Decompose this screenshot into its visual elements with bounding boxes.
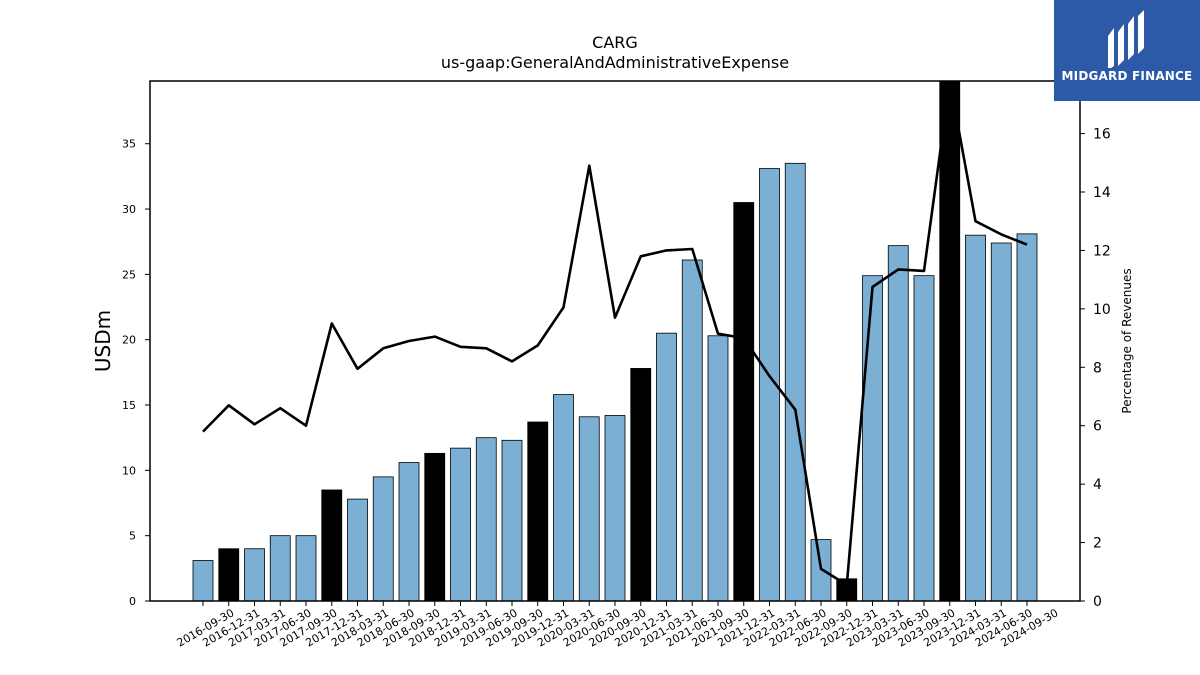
bar-2021-06-30 bbox=[681, 259, 703, 602]
logo-text: MIDGARD FINANCE bbox=[1061, 69, 1193, 83]
bar-2018-03-31 bbox=[347, 498, 368, 602]
y2-tick-label: 0 bbox=[1093, 594, 1102, 610]
bar-2022-06-30 bbox=[784, 162, 806, 602]
y2-tick-label: 8 bbox=[1093, 360, 1102, 376]
bar-2016-09-30 bbox=[192, 560, 214, 602]
line-group bbox=[202, 81, 1028, 587]
bar-2019-09-30 bbox=[501, 439, 523, 602]
bar-2017-12-31 bbox=[321, 489, 343, 602]
chart-subtitle: us-gaap:GeneralAndAdministrativeExpense bbox=[441, 53, 789, 72]
y-axis-right: 0 2 4 6 8 10 12 14 16 bbox=[1080, 127, 1111, 610]
bar-2023-06-30 bbox=[887, 245, 909, 602]
y2-axis-label: Percentage of Revenues bbox=[1120, 268, 1134, 413]
bar-2024-03-31 bbox=[965, 234, 986, 602]
y-tick-label: 15 bbox=[122, 399, 136, 412]
bar-2020-06-30 bbox=[578, 416, 600, 602]
y-tick-label: 30 bbox=[122, 203, 136, 216]
bar-2019-12-31 bbox=[527, 421, 549, 602]
y2-tick-label: 2 bbox=[1093, 536, 1102, 552]
bar-2024-09-30 bbox=[1016, 233, 1038, 602]
bar-2017-03-31 bbox=[244, 548, 265, 602]
chart-title: CARG bbox=[592, 33, 638, 52]
bar-group bbox=[192, 80, 1038, 602]
bar-2021-03-31 bbox=[656, 332, 677, 602]
midgard-logo-icon bbox=[1108, 10, 1144, 68]
y2-tick-label: 12 bbox=[1093, 243, 1111, 259]
bar-2020-09-30 bbox=[604, 415, 626, 602]
y2-tick-label: 6 bbox=[1093, 419, 1102, 435]
bar-2018-12-31 bbox=[424, 452, 446, 602]
midgard-finance-logo: MIDGARD FINANCE bbox=[1054, 0, 1200, 101]
y-tick-label: 35 bbox=[122, 138, 136, 151]
y-axis-label: USDm bbox=[91, 310, 115, 372]
bar-2023-12-31 bbox=[939, 80, 961, 602]
bar-2020-03-31 bbox=[553, 394, 574, 602]
y-tick-label: 20 bbox=[122, 334, 136, 347]
percentage-line bbox=[202, 81, 1028, 587]
bar-2021-12-31 bbox=[733, 202, 755, 602]
y-tick-label: 10 bbox=[122, 464, 136, 477]
bar-2017-09-30 bbox=[295, 535, 317, 602]
bar-2024-06-30 bbox=[990, 242, 1012, 602]
x-axis: 2016-09-302016-12-312017-03-312017-06-30… bbox=[175, 601, 1061, 650]
bar-2019-06-30 bbox=[475, 437, 497, 602]
bar-2020-12-31 bbox=[630, 368, 652, 602]
y2-tick-label: 14 bbox=[1093, 185, 1111, 201]
y2-tick-label: 4 bbox=[1093, 477, 1102, 493]
y-tick-label: 25 bbox=[122, 268, 136, 281]
bar-2023-03-31 bbox=[862, 275, 883, 602]
bar-2021-09-30 bbox=[707, 335, 729, 602]
y-axis-left: 0 5 10 15 20 25 30 35 bbox=[122, 138, 150, 608]
y2-tick-label: 16 bbox=[1093, 127, 1111, 143]
bar-2018-06-30 bbox=[372, 476, 394, 602]
y-tick-label: 0 bbox=[129, 595, 136, 608]
bar-2017-06-30 bbox=[269, 535, 291, 602]
y-tick-label: 5 bbox=[129, 530, 136, 543]
bar-2019-03-31 bbox=[450, 447, 471, 602]
bar-2018-09-30 bbox=[398, 462, 420, 602]
bar-2023-09-30 bbox=[913, 275, 935, 602]
y2-tick-label: 10 bbox=[1093, 302, 1111, 318]
bar-2016-12-31 bbox=[218, 548, 240, 602]
